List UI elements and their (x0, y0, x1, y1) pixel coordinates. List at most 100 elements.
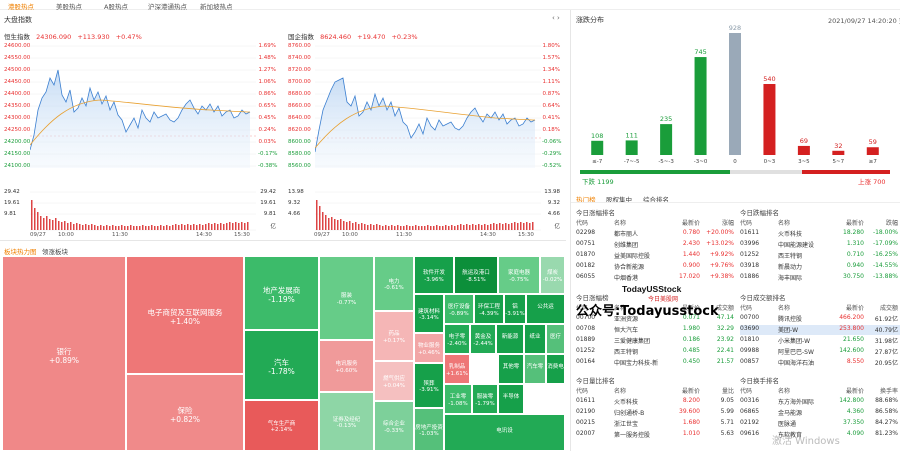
heatmap-cell[interactable]: 地产发展商 -1.19% (244, 256, 319, 330)
table-row[interactable]: 01886 海丰国际 30.750 -13.88% (740, 273, 900, 283)
ssei-name[interactable]: 国企指数 (288, 33, 314, 41)
column-header[interactable]: 名称 (614, 220, 627, 227)
table-row[interactable]: 01870 益美国际控股 1.440 +9.92% (576, 251, 736, 261)
table-row[interactable]: 01252 西王特钢 0.485 22.41 (576, 347, 736, 357)
table-row[interactable]: 00164 中国宝力科技-新 0.450 21.57 (576, 358, 736, 368)
heatmap-cell[interactable]: 服装零 -1.79% (472, 384, 498, 414)
heatmap-cell[interactable]: 医疗设备 -0.89% (444, 294, 474, 324)
stock-name[interactable]: 医脉通 (778, 421, 797, 428)
stock-code[interactable]: 01252 (576, 347, 596, 354)
heatmap-cell[interactable]: 乳制品 +1.61% (444, 354, 470, 384)
column-header[interactable]: 名称 (614, 305, 627, 312)
heatmap-cell[interactable]: 保险 +0.82% (126, 374, 244, 451)
heatmap-cell[interactable]: 证券及经纪 -0.13% (319, 392, 374, 451)
heatmap-cell[interactable]: 电力 -0.61% (374, 256, 414, 311)
stock-name[interactable]: 中国宝力科技-新 (614, 360, 659, 367)
table-row[interactable]: 01252 西王特钢 0.710 -16.25% (740, 251, 900, 261)
heatmap-cell[interactable]: 消费电 (546, 354, 565, 384)
stock-code[interactable]: 09988 (740, 347, 760, 354)
heatmap-cell[interactable]: 公共运 (526, 294, 565, 324)
stock-code[interactable]: 02298 (576, 229, 596, 236)
heatmap-cell[interactable]: 房地产投资 -1.03% (414, 408, 444, 451)
table-row[interactable]: 00316 东方海外国际 142.800 88.68% (740, 397, 900, 407)
dist-bar[interactable] (625, 140, 638, 155)
stock-name[interactable]: 浙江世宝 (614, 421, 639, 428)
column-header[interactable]: 代码 (740, 305, 753, 312)
column-header[interactable]: 代码 (576, 305, 589, 312)
stock-code[interactable]: 01886 (740, 273, 760, 280)
stock-code[interactable]: 00751 (576, 240, 596, 247)
stock-code[interactable]: 01870 (576, 251, 596, 258)
dist-bar[interactable] (763, 84, 776, 155)
table-row[interactable]: 01889 三爱健康集团 0.186 23.92 (576, 336, 736, 346)
stock-name[interactable]: 恒大汽车 (614, 327, 639, 334)
stock-code[interactable]: 03918 (740, 262, 760, 269)
stock-code[interactable]: 01611 (576, 397, 596, 404)
stock-code[interactable]: 00708 (576, 325, 596, 332)
heatmap-cell[interactable]: 半导体 (498, 384, 524, 414)
heatmap-cell[interactable]: 物业服务 +0.46% (414, 333, 444, 363)
heatmap-cell[interactable]: 燃气供应 +0.04% (374, 361, 414, 401)
heatmap-cell[interactable]: 综合企业 -0.33% (374, 401, 414, 451)
stock-code[interactable]: 01889 (576, 336, 596, 343)
stock-code[interactable]: 03690 (740, 325, 760, 332)
stock-name[interactable]: 益美国际控股 (614, 253, 651, 260)
stock-code[interactable]: 00857 (740, 358, 760, 365)
nav-hk-hot[interactable]: 港股热点 (8, 3, 34, 11)
table-row[interactable]: 02190 归创通桥-B 39.600 5.99 (576, 408, 736, 418)
stock-name[interactable]: 协合新能源 (614, 264, 645, 271)
dist-bar[interactable] (797, 145, 810, 155)
stock-code[interactable]: 09616 (740, 430, 760, 437)
stock-name[interactable]: 西王特钢 (614, 349, 639, 356)
table-row[interactable]: 00857 中国海洋石油 8.550 20.95亿 (740, 358, 900, 368)
heatmap-cell[interactable]: 电子商贸及互联网服务 +1.40% (126, 256, 244, 374)
table-row[interactable]: 02007 第一服务控股 1.010 5.63 (576, 430, 736, 440)
column-header[interactable]: 最新价 (681, 220, 700, 227)
stock-name[interactable]: 东软教育 (778, 432, 803, 439)
stock-name[interactable]: 海丰国际 (778, 275, 803, 282)
stock-code[interactable]: 00164 (576, 358, 596, 365)
column-header[interactable]: 名称 (778, 305, 791, 312)
stock-code[interactable]: 06865 (740, 408, 760, 415)
table-row[interactable]: 03690 美团-W 253.800 40.79亿 (740, 325, 900, 335)
column-header[interactable]: 代码 (576, 220, 589, 227)
stock-code[interactable]: 00316 (740, 397, 760, 404)
hsi-chart[interactable] (30, 40, 256, 232)
column-header[interactable]: 名称 (778, 220, 791, 227)
dist-chart[interactable]: 108 ≤-7 111 -7~-5 235 -5~-3 745 -3~0 928 0 540 0~3 6… (580, 25, 890, 183)
heatmap-cell[interactable]: 纸业 (524, 324, 546, 354)
heatmap-cell[interactable]: 服装 -0.77% (319, 256, 374, 340)
stock-code[interactable]: 01611 (740, 229, 760, 236)
stock-code[interactable]: 00215 (576, 419, 596, 426)
column-header[interactable]: 代码 (740, 388, 753, 395)
stock-code[interactable]: 03996 (740, 240, 760, 247)
nav-us-hot[interactable]: 美股热点 (56, 3, 82, 11)
dist-bar[interactable] (591, 140, 604, 155)
tab-composite-ranking[interactable]: 综合排名 (643, 196, 669, 204)
heatmap-cell[interactable]: 建筑材料 -3.14% (414, 294, 444, 333)
stock-name[interactable]: 中烟香港 (614, 275, 639, 282)
heatmap-cell[interactable]: 铝 -3.91% (504, 294, 526, 324)
table-row[interactable]: 00182 协合新能源 0.900 +9.76% (576, 262, 736, 272)
stock-name[interactable]: 火币科技 (614, 399, 639, 406)
column-header[interactable]: 成交额 (879, 305, 898, 312)
heatmap-cell[interactable]: 工业零 -1.08% (444, 384, 472, 414)
dist-bar[interactable] (694, 57, 707, 155)
column-header[interactable]: 最新价 (845, 388, 864, 395)
heatmap-cell[interactable]: 银行 +0.89% (2, 256, 126, 451)
stock-name[interactable]: 腾讯控股 (778, 316, 803, 323)
heatmap-cell[interactable]: 电讯服务 +0.60% (319, 340, 374, 392)
tab-hot[interactable]: 热门榜 (576, 196, 596, 204)
stock-name[interactable]: 归创通桥-B (614, 410, 645, 417)
dist-bar[interactable] (660, 124, 673, 155)
column-header[interactable]: 名称 (614, 388, 627, 395)
table-row[interactable]: 01810 小米集团-W 21.650 31.98亿 (740, 336, 900, 346)
stock-code[interactable]: 00700 (740, 314, 760, 321)
column-header[interactable]: 代码 (576, 388, 589, 395)
tab-equity-concentration[interactable]: 股权集中 (606, 196, 632, 204)
stock-name[interactable]: 新晨动力 (778, 264, 803, 271)
stock-code[interactable]: 02007 (576, 430, 596, 437)
table-row[interactable]: 00700 亚洲资源 0.071 47.14 (576, 314, 736, 324)
table-row[interactable]: 06865 金马能源 4.360 86.58% (740, 408, 900, 418)
stock-name[interactable]: 创维集团 (614, 242, 639, 249)
